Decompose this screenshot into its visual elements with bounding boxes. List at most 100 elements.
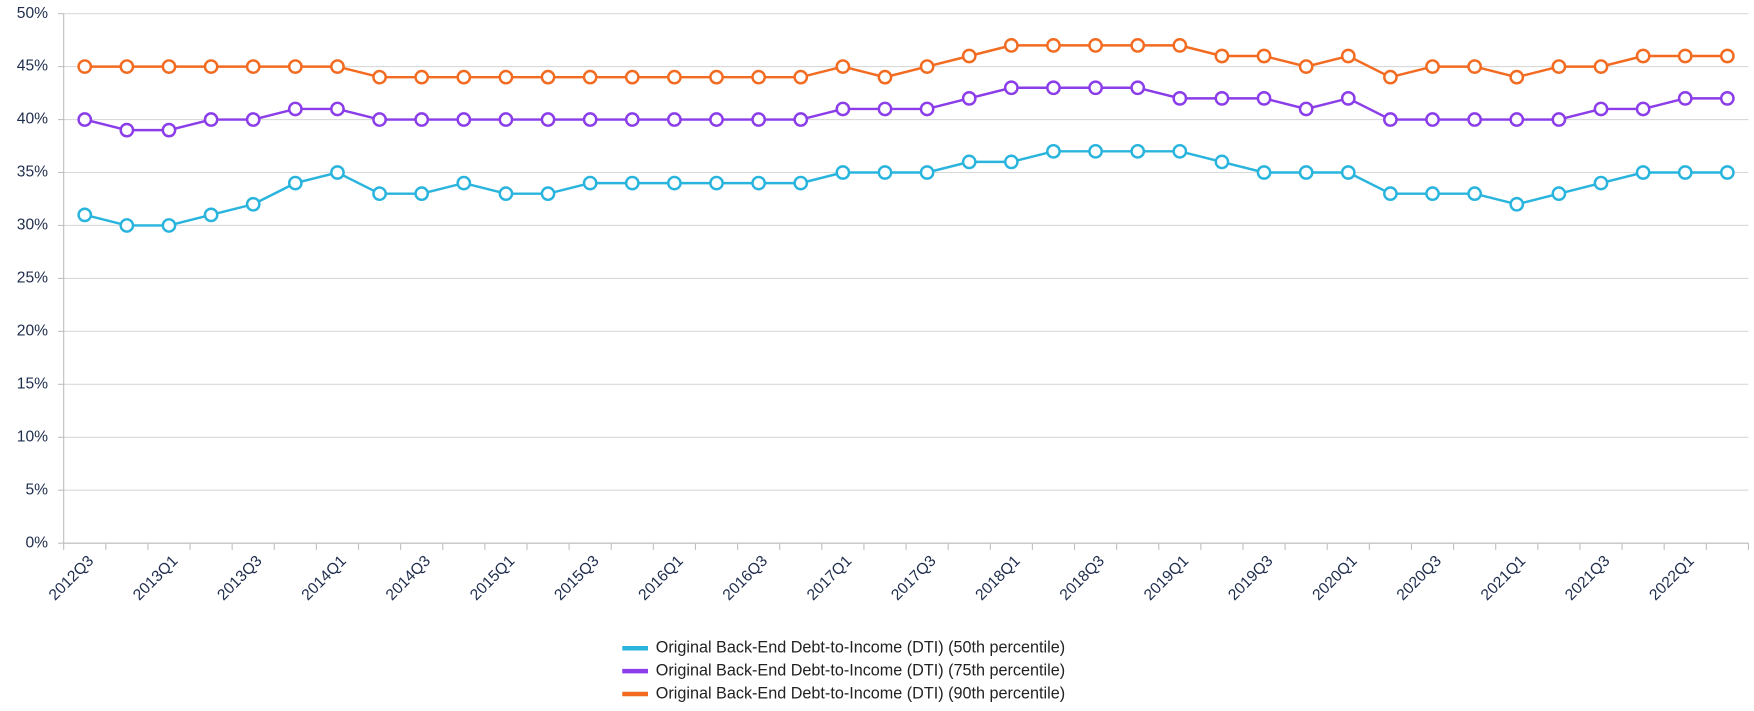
point: [203, 59, 219, 74]
point: [1635, 165, 1651, 180]
point: [1467, 186, 1483, 202]
point: [372, 69, 387, 85]
point: [1467, 112, 1483, 127]
point: [835, 165, 851, 180]
point: [1172, 38, 1188, 53]
point: [1425, 112, 1440, 127]
y-tick-label: 0%: [25, 534, 48, 551]
y-tick-label: 45%: [17, 58, 48, 75]
point: [287, 175, 303, 191]
y-tick-label: 25%: [17, 270, 48, 287]
point: [709, 175, 724, 191]
point: [414, 112, 430, 127]
point: [1088, 80, 1103, 96]
point: [456, 175, 472, 191]
point: [1214, 154, 1230, 170]
x-tick-label: 2022Q1: [1646, 553, 1697, 604]
point: [330, 165, 345, 180]
point: [1509, 69, 1525, 85]
x-tick-label: 2016Q1: [636, 553, 687, 604]
point: [1551, 59, 1567, 74]
point: [1509, 112, 1525, 127]
x-tick-label: 2017Q3: [888, 553, 939, 604]
point: [414, 69, 430, 85]
point: [287, 59, 303, 74]
legend-label: Original Back-End Debt-to-Income (DTI) (…: [656, 661, 1065, 679]
point: [287, 101, 303, 117]
point: [1172, 143, 1188, 159]
point: [1425, 59, 1440, 74]
point: [245, 196, 261, 212]
point: [751, 112, 767, 127]
x-tick-label: 2016Q3: [720, 553, 771, 604]
y-tick-label: 40%: [17, 111, 48, 128]
point: [330, 101, 345, 117]
point: [119, 218, 135, 233]
point: [203, 207, 219, 223]
point: [1383, 186, 1398, 202]
point: [161, 59, 177, 74]
point: [877, 69, 893, 85]
point: [835, 59, 851, 74]
point: [1256, 90, 1272, 106]
point: [330, 59, 345, 74]
x-tick-label: 2017Q1: [804, 553, 855, 604]
point: [1214, 48, 1230, 64]
point: [414, 186, 430, 202]
point: [372, 112, 387, 127]
point: [372, 186, 387, 202]
point: [1298, 101, 1314, 117]
point: [624, 175, 640, 191]
x-tick-label: 2020Q1: [1309, 553, 1360, 604]
y-tick-label: 35%: [17, 164, 48, 181]
point: [961, 154, 977, 170]
point: [582, 112, 598, 127]
x-tick-label: 2019Q3: [1225, 553, 1276, 604]
x-tick-label: 2013Q3: [214, 553, 265, 604]
point: [119, 122, 135, 138]
point: [919, 165, 935, 180]
point: [709, 112, 724, 127]
point: [540, 186, 556, 202]
point: [667, 69, 682, 85]
point: [1046, 80, 1061, 96]
point: [498, 112, 514, 127]
point: [245, 59, 261, 74]
point: [961, 90, 977, 106]
x-tick-label: 2018Q1: [972, 553, 1023, 604]
point: [709, 69, 724, 85]
point: [961, 48, 977, 64]
point: [835, 101, 851, 117]
point: [161, 122, 177, 138]
point: [77, 59, 93, 74]
y-tick-label: 15%: [17, 375, 48, 392]
legend-label: Original Back-End Debt-to-Income (DTI) (…: [656, 638, 1065, 656]
point: [1003, 80, 1019, 96]
point: [793, 112, 809, 127]
x-tick-label: 2021Q3: [1562, 553, 1613, 604]
point: [793, 69, 809, 85]
point: [1256, 165, 1272, 180]
point: [1130, 38, 1146, 53]
point: [1046, 38, 1061, 53]
y-tick-label: 20%: [17, 322, 48, 339]
point: [1130, 143, 1146, 159]
point: [1046, 143, 1061, 159]
y-tick-label: 10%: [17, 428, 48, 445]
series-line: [84, 86, 1728, 132]
point: [1719, 90, 1735, 106]
point: [1088, 143, 1103, 159]
point: [1003, 38, 1019, 53]
point: [1677, 165, 1693, 180]
point: [1593, 59, 1609, 74]
point: [1593, 101, 1609, 117]
y-tick-label: 30%: [17, 217, 48, 234]
point: [1340, 90, 1356, 106]
x-tick-label: 2015Q1: [467, 553, 518, 604]
point: [1551, 186, 1567, 202]
point: [161, 218, 177, 233]
x-tick-label: 2012Q3: [46, 553, 97, 604]
x-tick-label: 2014Q3: [383, 553, 434, 604]
point: [624, 112, 640, 127]
